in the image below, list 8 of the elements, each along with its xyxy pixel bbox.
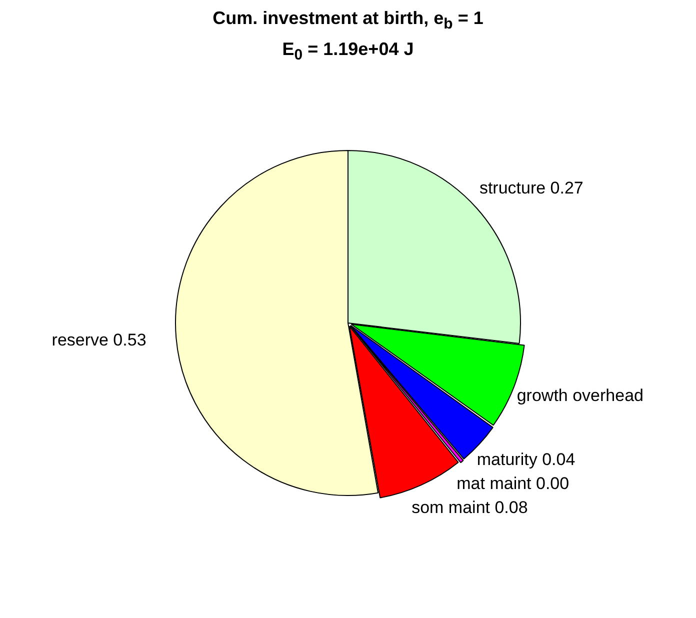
chart-subtitle: E$_{0}$ = 1.19e+04 J [281,38,415,64]
slice-label: som maint 0.08 [412,498,528,518]
slice-label: structure 0.27 [479,178,584,198]
chart-title: Cum. investment at birth, e$_{b}$ = 1 [212,8,484,33]
slice-label: reserve 0.53 [52,330,146,350]
slice-label: mat maint 0.00 [456,474,570,494]
slice-label: maturity 0.04 [476,450,576,470]
slice-label: growth overhead [516,386,644,405]
